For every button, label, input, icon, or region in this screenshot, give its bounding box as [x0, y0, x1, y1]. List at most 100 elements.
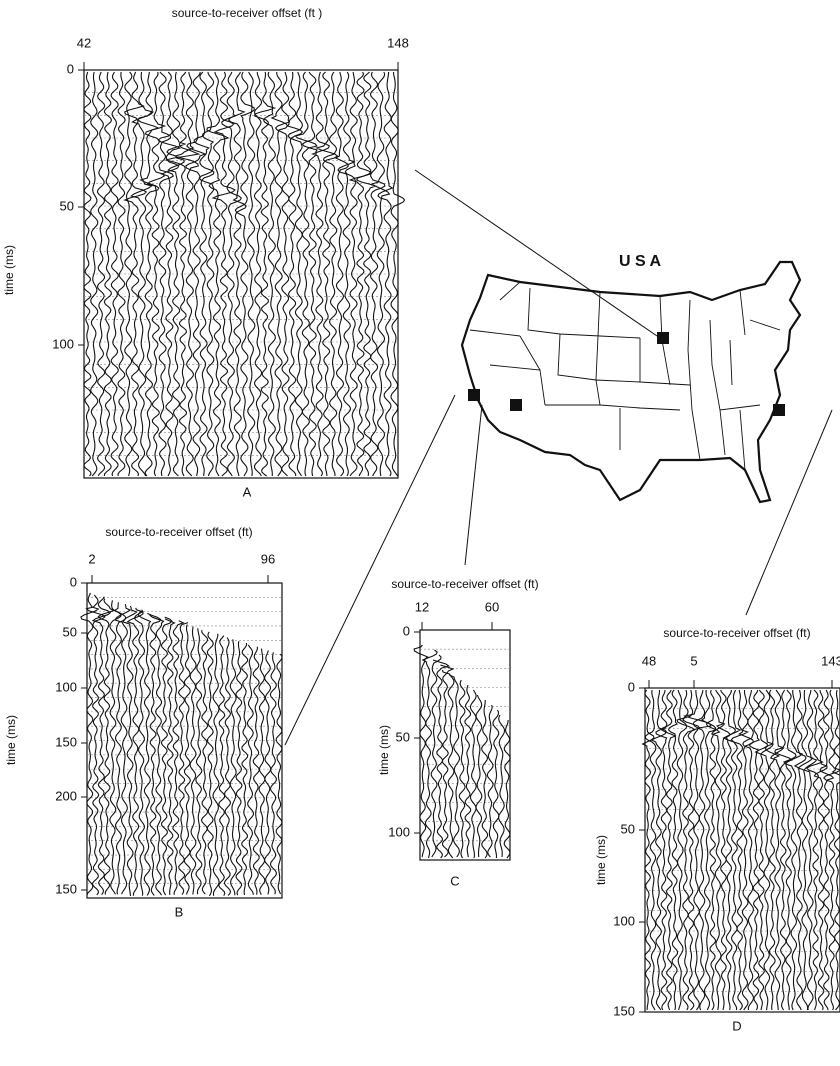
trace [344, 71, 358, 477]
trace [133, 609, 146, 896]
y-tick-label: 0 [70, 574, 77, 589]
y-tick-label: 150 [613, 1003, 635, 1018]
site-a [657, 332, 669, 344]
trace [705, 689, 721, 1011]
trace [449, 674, 461, 858]
trace [264, 650, 272, 895]
map-label: U S A [619, 253, 662, 270]
trace [806, 689, 824, 1011]
trace [782, 689, 797, 1011]
y-tick-label: 50 [396, 729, 410, 744]
panel-label: B [175, 904, 184, 919]
trace [198, 71, 215, 477]
y-axis-title: time (ms) [377, 725, 391, 775]
trace [253, 71, 263, 477]
trace [334, 71, 349, 477]
trace [655, 689, 668, 1011]
trace [355, 71, 378, 477]
seismic-panel: 0 50 100 12 60 source-to-receiver offset (ft)… [377, 577, 538, 888]
trace [661, 689, 677, 1011]
leader-b [284, 394, 456, 746]
trace [80, 592, 100, 896]
trace [769, 689, 785, 1011]
trace [114, 603, 132, 895]
trace [91, 596, 112, 895]
trace [124, 71, 133, 477]
leader-a [414, 169, 658, 337]
trace [165, 71, 201, 477]
trace [492, 709, 500, 859]
panel-label: A [243, 484, 252, 499]
trace [793, 689, 807, 1011]
trace [85, 594, 106, 896]
trace [138, 611, 152, 896]
trace [173, 71, 199, 477]
trace [109, 600, 122, 895]
trace [269, 652, 277, 895]
y-tick-label: 100 [613, 913, 635, 928]
y-tick-label: 50 [63, 624, 77, 639]
seismic-panel: 0 50 100 42 148 source-to-receiver offset (ft… [2, 6, 409, 499]
y-tick-label: 200 [55, 788, 77, 803]
trace [183, 624, 191, 895]
trace [206, 71, 230, 477]
trace [742, 689, 755, 1011]
trace [195, 628, 203, 895]
trace [797, 689, 814, 1011]
trace [823, 689, 840, 1011]
trace [421, 649, 438, 859]
leader-lines [284, 169, 833, 746]
trace [212, 633, 220, 896]
seismic-panel: 0 50 100 150 48 5 143 source-to-receiver offset… [594, 626, 840, 1033]
trace [676, 689, 696, 1011]
trace [110, 71, 119, 477]
trace [164, 618, 176, 895]
trace [644, 689, 657, 1011]
trace [464, 684, 472, 858]
x-tick-label: 42 [77, 35, 91, 50]
trace [83, 71, 92, 477]
site-markers [468, 332, 785, 416]
trace [144, 71, 167, 477]
x-tick-label: 96 [261, 551, 275, 566]
trace [262, 71, 276, 476]
x-tick-label: 5 [690, 653, 697, 668]
trace [294, 71, 318, 477]
trace [200, 630, 209, 895]
trace [166, 71, 187, 477]
trace [229, 639, 237, 896]
y-tick-label: 100 [388, 824, 410, 839]
y-tick-label: 150 [55, 734, 77, 749]
y-axis-title: time (ms) [4, 715, 18, 765]
trace [481, 700, 489, 859]
trace [348, 71, 372, 477]
site-c [510, 399, 522, 411]
trace [667, 689, 679, 1011]
x-axis-title: source-to-receiver offset (ft) [105, 525, 252, 539]
trace [430, 654, 442, 858]
trace [96, 71, 106, 477]
trace [234, 71, 255, 477]
y-tick-label: 0 [403, 623, 410, 638]
trace [314, 71, 339, 477]
trace [413, 644, 429, 858]
leader-d [745, 409, 833, 616]
site-d [773, 404, 785, 416]
trace [676, 689, 688, 1011]
trace [241, 642, 249, 896]
trace [193, 71, 215, 477]
trace [130, 71, 155, 477]
x-axis-title: source-to-receiver offset (ft) [663, 626, 810, 640]
x-tick-label: 12 [415, 599, 429, 614]
trace [147, 612, 162, 896]
trace [759, 689, 774, 1011]
trace [813, 689, 828, 1011]
trace [725, 689, 742, 1011]
trace [370, 71, 391, 477]
trace [122, 605, 138, 897]
trace [247, 71, 256, 477]
trace [270, 71, 289, 477]
trace [258, 648, 266, 895]
trace [692, 689, 706, 1011]
